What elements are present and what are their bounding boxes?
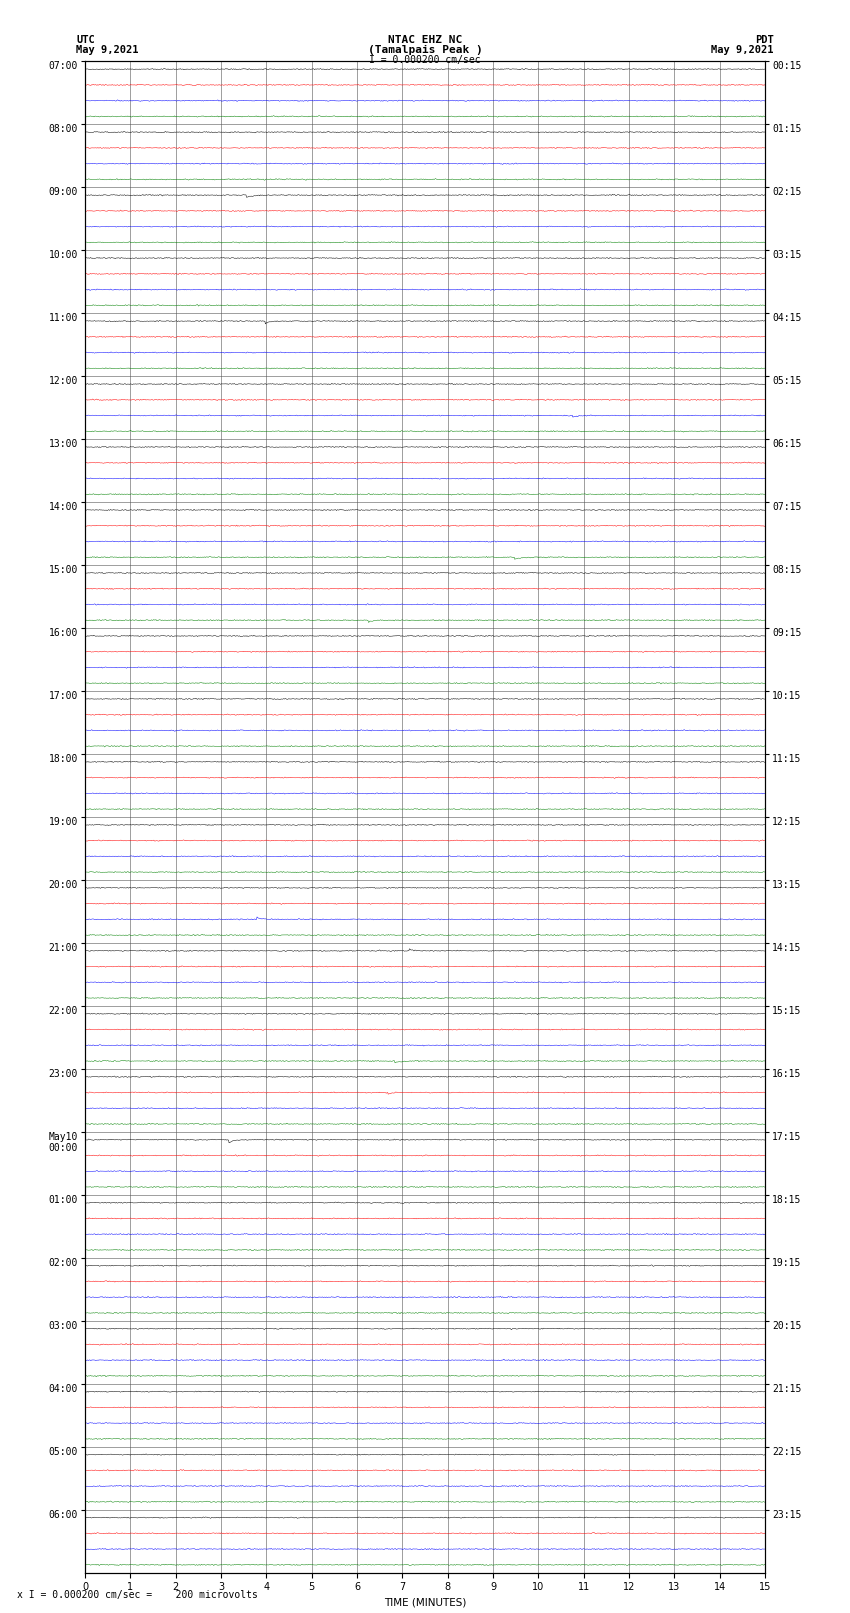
Text: May 9,2021: May 9,2021	[711, 45, 774, 55]
Text: UTC: UTC	[76, 35, 95, 45]
Text: I = 0.000200 cm/sec: I = 0.000200 cm/sec	[369, 55, 481, 65]
Text: x I = 0.000200 cm/sec =    200 microvolts: x I = 0.000200 cm/sec = 200 microvolts	[17, 1590, 258, 1600]
Text: NTAC EHZ NC: NTAC EHZ NC	[388, 35, 462, 45]
X-axis label: TIME (MINUTES): TIME (MINUTES)	[384, 1598, 466, 1608]
Text: PDT: PDT	[755, 35, 774, 45]
Text: (Tamalpais Peak ): (Tamalpais Peak )	[367, 45, 483, 55]
Text: May 9,2021: May 9,2021	[76, 45, 139, 55]
